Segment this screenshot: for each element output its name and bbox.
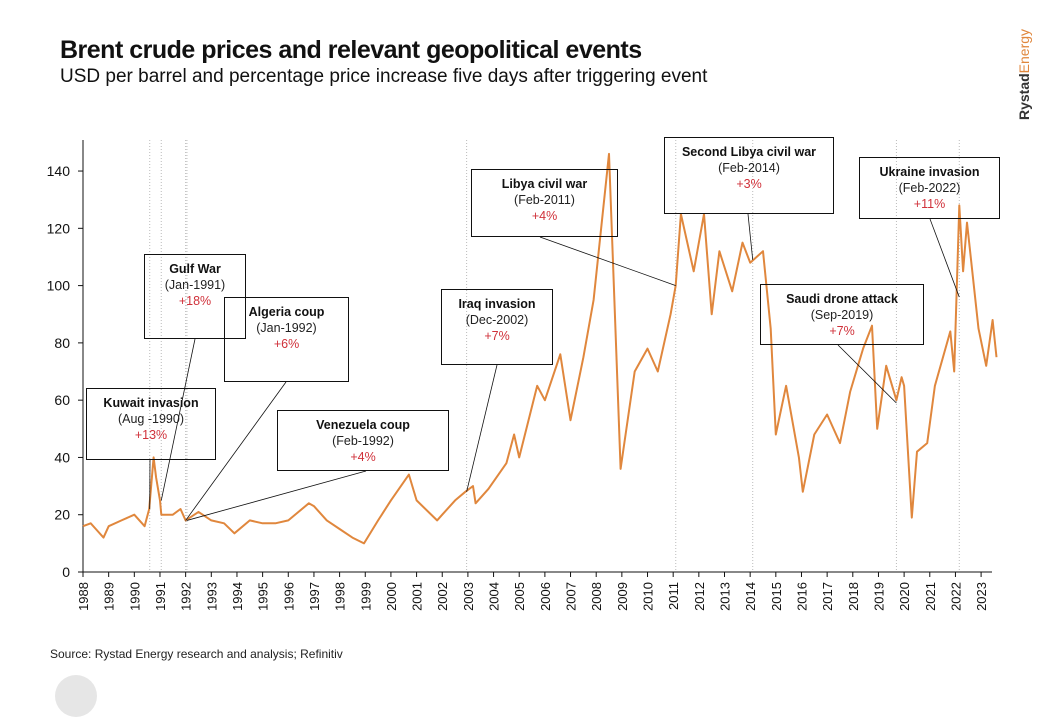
x-tick-label: 2004 [487, 582, 502, 611]
x-tick-label: 2000 [384, 582, 399, 611]
y-tick-label: 20 [54, 507, 70, 523]
x-tick-label: 2016 [794, 582, 809, 611]
chart-title: Brent crude prices and relevant geopolit… [60, 36, 642, 64]
x-tick-label: 2002 [435, 582, 450, 611]
x-tick-label: 1997 [307, 582, 322, 611]
x-tick-label: 1991 [153, 582, 168, 611]
event-leader-line [539, 236, 676, 286]
event-leader-line [160, 338, 196, 501]
event-name: Kuwait invasion [103, 396, 199, 410]
event-name: Venezuela coup [316, 418, 410, 432]
event-name: Libya civil war [501, 177, 588, 191]
event-leader-line [929, 218, 960, 298]
y-tick-label: 100 [47, 278, 71, 294]
event-name: Iraq invasion [458, 297, 536, 311]
event-leader-line [466, 364, 498, 492]
x-tick-label: 2011 [666, 582, 681, 610]
y-tick-label: 60 [54, 392, 70, 408]
x-tick-label: 1992 [179, 582, 194, 611]
event-leader-line [186, 470, 367, 521]
event-date: (Dec-2002) [465, 313, 529, 327]
event-pct: +3% [736, 177, 762, 191]
event-annotation: Saudi drone attack (Sep-2019) +7% [760, 284, 924, 345]
y-tick-label: 80 [54, 335, 70, 351]
event-name: Ukraine invasion [879, 165, 980, 179]
event-annotation: Second Libya civil war (Feb-2014) +3% [664, 137, 834, 214]
x-tick-label: 2022 [948, 582, 963, 611]
event-annotation: Gulf War (Jan-1991) +18% [144, 254, 246, 339]
x-tick-label: 2007 [564, 582, 579, 611]
event-pct: +11% [913, 197, 946, 211]
event-date: (Aug -1990) [117, 412, 184, 426]
x-tick-label: 1993 [204, 582, 219, 611]
brent-price-line [82, 152, 998, 545]
event-pct: +4% [531, 209, 558, 223]
event-annotation: Venezuela coup (Feb-1992) +4% [277, 410, 449, 471]
x-tick-label: 2001 [410, 582, 425, 611]
x-tick-label: 2015 [769, 582, 784, 611]
x-tick-label: 1996 [281, 582, 296, 611]
event-date: (Feb-2011) [514, 193, 575, 207]
event-annotation: Algeria coup (Jan-1992) +6% [224, 297, 349, 382]
x-tick-label: 2010 [641, 582, 656, 611]
event-pct: +13% [134, 428, 168, 442]
event-date: (Feb-1992) [332, 434, 394, 448]
event-leader-line [185, 381, 287, 521]
x-tick-label: 1998 [333, 582, 348, 611]
y-tick-label: 140 [47, 163, 71, 179]
x-tick-label: 2005 [512, 582, 527, 611]
event-date: (Feb-2014) [718, 161, 780, 175]
event-annotation: Ukraine invasion (Feb-2022) +11% [859, 157, 1000, 219]
event-annotation: Libya civil war (Feb-2011) +4% [471, 169, 618, 237]
event-date: (Sep-2019) [810, 308, 874, 322]
x-tick-label: 1989 [102, 582, 117, 611]
event-annotation: Iraq invasion (Dec-2002) +7% [441, 289, 553, 365]
x-tick-label: 1988 [76, 582, 91, 611]
event-leader-line [747, 213, 754, 260]
event-name: Algeria coup [248, 305, 325, 319]
event-annotation: Kuwait invasion (Aug -1990) +13% [86, 388, 216, 460]
event-pct: +7% [829, 324, 855, 338]
x-tick-label: 1990 [127, 582, 142, 611]
x-tick-label: 2006 [538, 582, 553, 611]
event-pct: +18% [178, 294, 212, 308]
x-tick-label: 2009 [615, 582, 630, 611]
y-tick-label: 120 [47, 220, 71, 236]
x-tick-label: 2008 [589, 582, 604, 611]
source-note: Source: Rystad Energy research and analy… [50, 647, 343, 661]
x-tick-label: 2023 [974, 582, 989, 611]
x-tick-label: 2014 [743, 582, 758, 611]
x-tick-label: 2020 [897, 582, 912, 611]
x-tick-label: 1994 [230, 582, 245, 611]
event-date: (Jan-1992) [256, 321, 317, 335]
chart-subtitle: USD per barrel and percentage price incr… [60, 66, 708, 87]
event-pct: +6% [273, 337, 300, 351]
x-tick-label: 2003 [461, 582, 476, 611]
x-tick-label: 1999 [358, 582, 373, 611]
decorative-circle [55, 675, 97, 717]
event-name: Gulf War [169, 262, 221, 276]
event-date: (Feb-2022) [898, 181, 961, 195]
y-tick-label: 40 [54, 449, 70, 465]
x-tick-label: 2012 [692, 582, 707, 611]
x-tick-label: 2018 [846, 582, 861, 611]
event-name: Saudi drone attack [786, 292, 898, 306]
event-name: Second Libya civil war [681, 145, 817, 159]
x-tick-label: 1995 [256, 582, 271, 611]
event-pct: +7% [484, 329, 510, 343]
x-tick-label: 2021 [923, 582, 938, 611]
x-tick-label: 2019 [871, 582, 886, 611]
x-tick-label: 2013 [718, 582, 733, 611]
event-leader-line [837, 344, 897, 404]
y-tick-label: 0 [62, 564, 70, 580]
x-tick-label: 2017 [820, 582, 835, 611]
event-pct: +4% [350, 450, 376, 464]
event-date: (Jan-1991) [164, 278, 226, 292]
